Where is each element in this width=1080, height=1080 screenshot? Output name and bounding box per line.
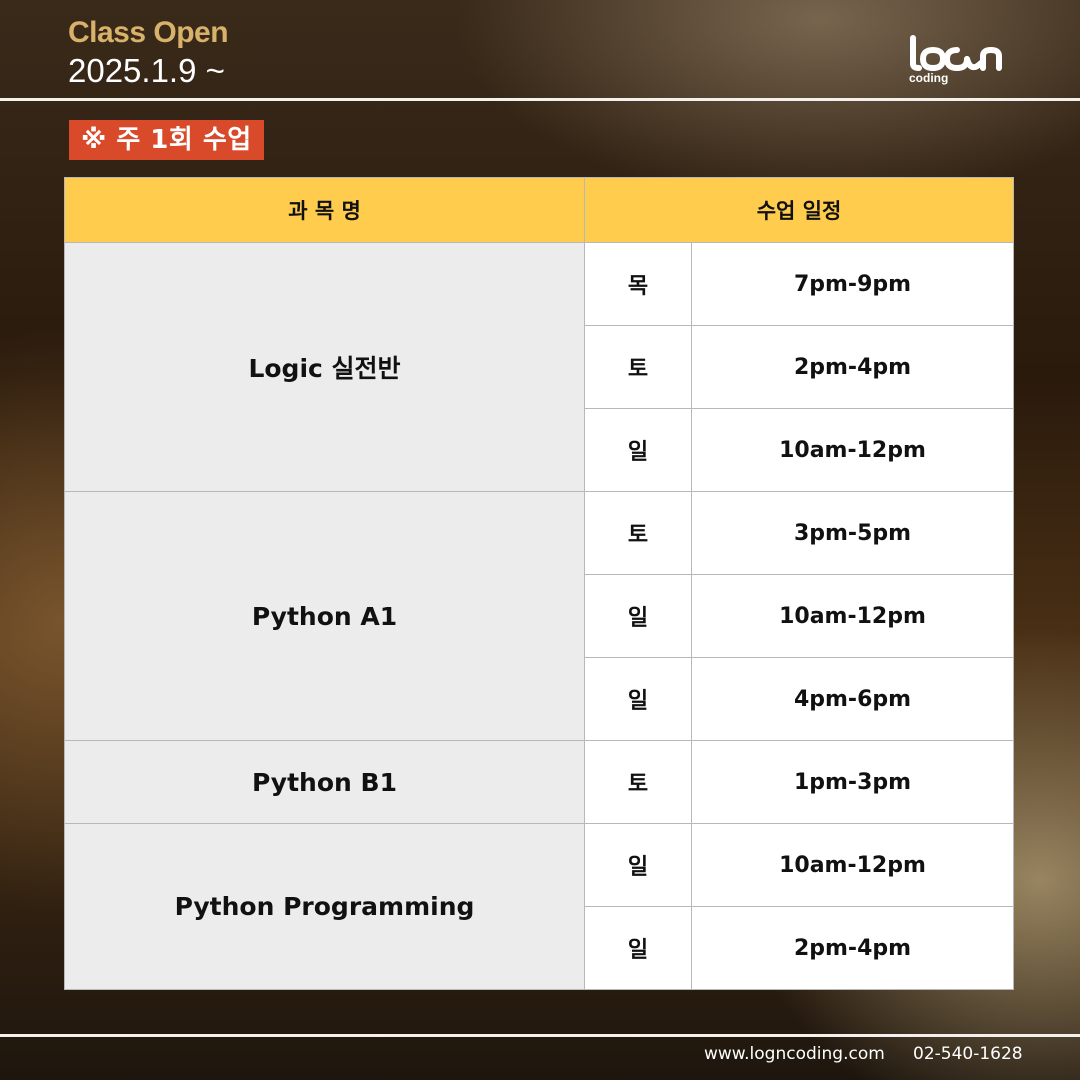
session-time: 10am-12pm [691,408,1014,492]
subject-column-header: 과 목 명 [64,177,585,243]
session-time: 2pm-4pm [691,906,1014,990]
table-row: Logic 실전반 목 7pm-9pm [64,242,1014,492]
session-day: 토 [584,740,692,824]
course-name: Logic 실전반 [64,242,585,492]
class-open-date: 2025.1.9 ~ [68,52,225,89]
schedule-column-header: 수업 일정 [584,177,1014,243]
website-link[interactable]: www.logncoding.com [704,1044,885,1064]
session-day: 일 [584,823,692,907]
session-time: 1pm-3pm [691,740,1014,824]
table-row: 일 4pm-6pm [65,657,1014,741]
table-row: 일 10am-12pm [65,574,1014,658]
session-time: 3pm-5pm [691,491,1014,575]
course-name: Python Programming [64,823,585,990]
phone-number: 02-540-1628 [913,1044,1023,1064]
session-day: 토 [584,325,692,409]
logo-mark-icon: coding [909,35,1002,85]
course-name: Python B1 [64,740,585,824]
class-open-title: Class Open [68,16,229,49]
session-day: 토 [584,491,692,575]
table-row: 토 2pm-4pm [65,325,1014,409]
session-day: 목 [584,242,692,326]
logn-coding-logo[interactable]: coding [905,34,1017,88]
session-time: 4pm-6pm [691,657,1014,741]
session-time: 7pm-9pm [691,242,1014,326]
table-row: 일 2pm-4pm [65,906,1014,990]
session-day: 일 [584,657,692,741]
weekly-class-badge: ※ 주 1회 수업 [69,120,264,160]
class-schedule-table: 과 목 명 수업 일정 Logic 실전반 목 7pm-9pm 토 2pm-4p… [64,177,1014,990]
footer-divider [0,1034,1080,1037]
session-time: 10am-12pm [691,823,1014,907]
session-day: 일 [584,906,692,990]
header-divider [0,98,1080,101]
session-day: 일 [584,408,692,492]
course-name: Python A1 [64,491,585,741]
table-row: Python Programming 일 10am-12pm [64,823,1014,990]
table-row: Python B1 토 1pm-3pm [64,740,1014,824]
table-row: Python A1 토 3pm-5pm [64,491,1014,741]
session-time: 10am-12pm [691,574,1014,658]
table-header-row: 과 목 명 수업 일정 [64,177,1014,243]
table-row: 일 10am-12pm [65,408,1014,492]
logo-subtext: coding [909,71,948,85]
session-time: 2pm-4pm [691,325,1014,409]
session-day: 일 [584,574,692,658]
